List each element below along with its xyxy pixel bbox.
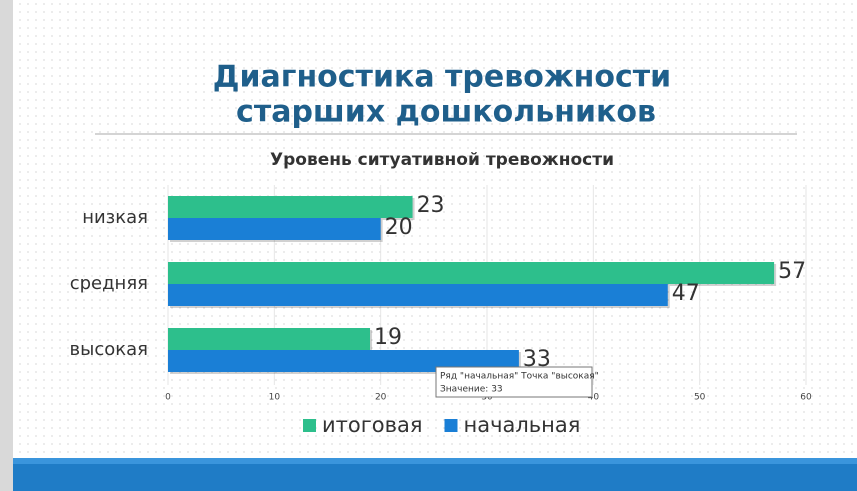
title-line: Диагностика тревожности (213, 60, 671, 95)
bar (168, 328, 371, 350)
legend-swatch (444, 419, 458, 432)
y-tick-label: средняя (70, 273, 148, 294)
tooltip-line: Ряд "начальная" Точка "высокая" (440, 372, 599, 382)
bar (168, 284, 668, 306)
title-line: старших дошкольников (236, 95, 656, 130)
bar (168, 262, 775, 284)
x-tick-label: 20 (375, 393, 387, 403)
x-tick-label: 60 (800, 393, 812, 403)
bottom-band-highlight (13, 458, 857, 464)
bar (168, 196, 413, 218)
x-tick-label: 50 (694, 393, 706, 403)
data-label: 20 (385, 215, 413, 240)
data-label: 19 (374, 325, 402, 350)
x-tick-label: 10 (269, 393, 281, 403)
legend-label: начальная (464, 413, 581, 437)
data-label: 47 (672, 281, 700, 306)
legend-swatch (303, 419, 316, 432)
y-tick-label: низкая (82, 207, 148, 228)
x-tick-label: 0 (165, 393, 171, 403)
data-label: 23 (417, 193, 445, 218)
bar (168, 218, 381, 240)
x-tick-label: 40 (588, 393, 600, 403)
legend-label: итоговая (322, 413, 423, 437)
y-tick-label: высокая (70, 339, 148, 360)
chart-subtitle: Уровень ситуативной тревожности (270, 150, 614, 170)
tooltip-box (435, 366, 593, 398)
tooltip: Ряд "начальная" Точка "высокая" Значение:… (435, 366, 599, 398)
bar (168, 350, 519, 372)
data-label: 57 (778, 259, 806, 284)
left-bar (0, 0, 13, 491)
tooltip-line: Значение: 33 (440, 385, 503, 395)
